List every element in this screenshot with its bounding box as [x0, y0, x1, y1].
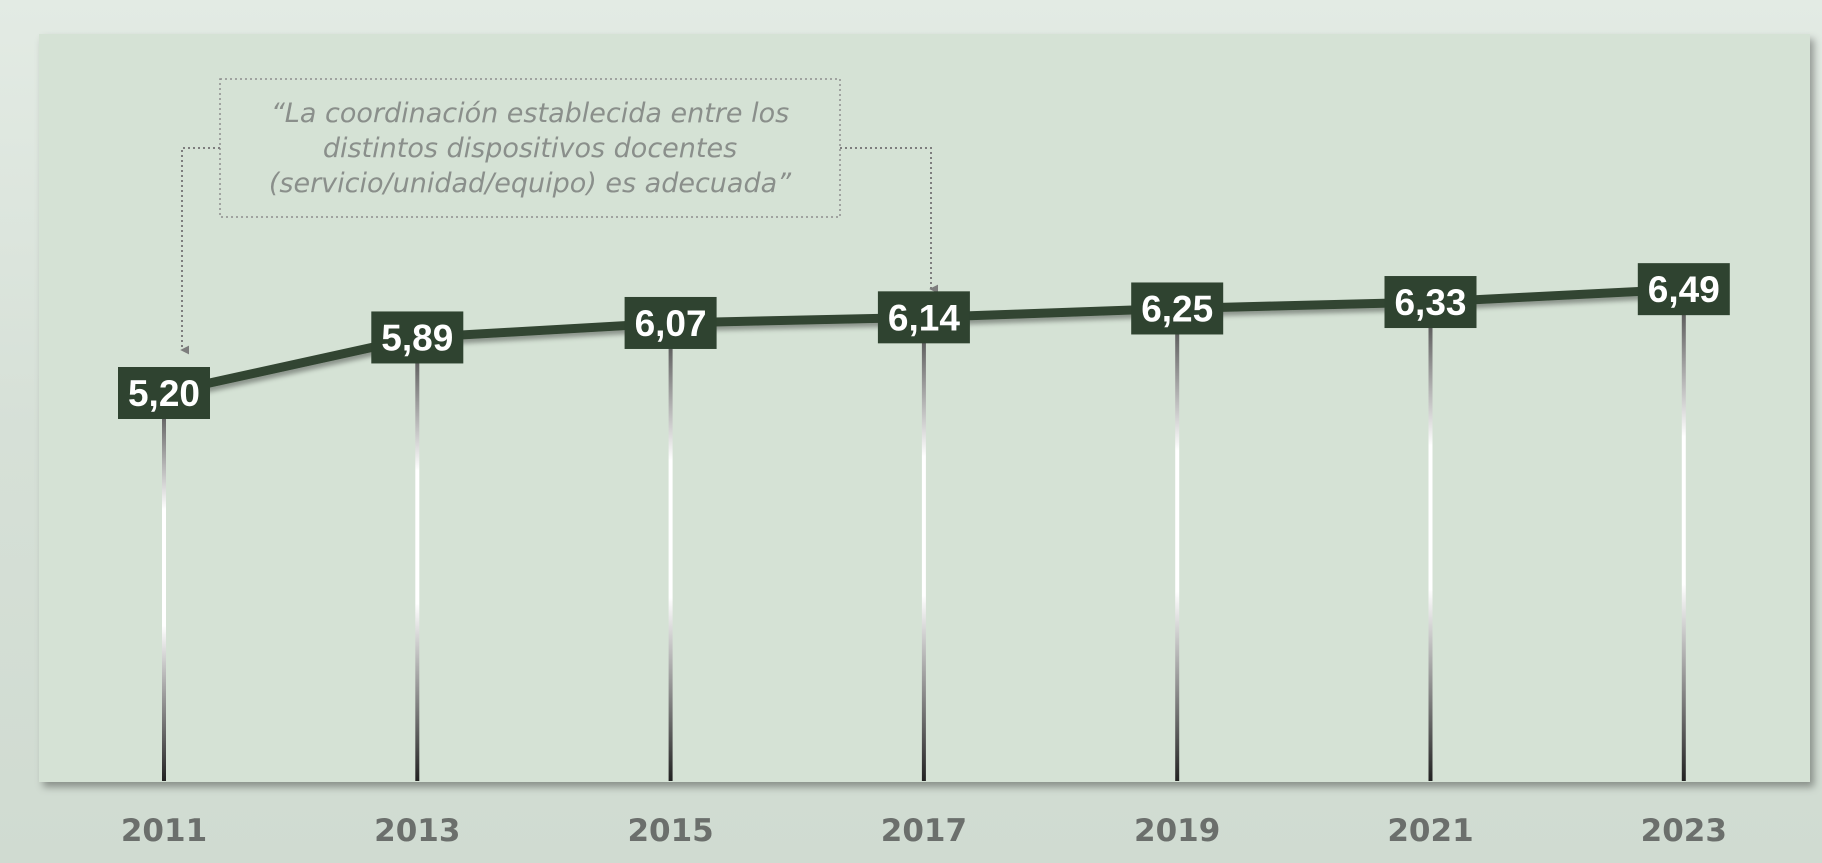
callout-line-3: (servicio/unidad/equipo) es adecuada” — [269, 168, 792, 199]
drop-line-2023 — [1681, 289, 1686, 781]
value-labels: 5,20 5,89 6,07 6,14 6,25 6,33 6,49 — [118, 263, 1730, 419]
drop-line-2019 — [1175, 308, 1180, 781]
data-label-box — [118, 367, 210, 419]
drop-line-2021 — [1428, 302, 1433, 781]
data-label-box — [1384, 276, 1477, 329]
drop-line-2011 — [162, 393, 166, 781]
data-label: 6,33 — [1394, 282, 1466, 323]
data-label: 5,20 — [128, 373, 200, 414]
data-point-2017: 6,14 — [877, 291, 970, 344]
data-label: 6,14 — [888, 297, 960, 338]
data-label: 6,07 — [635, 303, 707, 344]
data-label-box — [624, 296, 717, 349]
data-point-2023: 6,49 — [1637, 263, 1730, 316]
callout-line-2: distintos dispositivos docentes — [323, 133, 737, 164]
x-axis-labels: 2011 2013 2015 2017 2019 2021 2023 — [121, 813, 1727, 849]
drop-line-2015 — [668, 322, 673, 781]
data-point-2019: 6,25 — [1131, 282, 1224, 335]
data-label-box — [1637, 263, 1730, 316]
data-label-box — [877, 291, 970, 344]
data-point-2013: 5,89 — [371, 311, 464, 364]
data-label: 5,89 — [381, 317, 453, 358]
data-point-2015: 6,07 — [624, 296, 717, 349]
x-tick-label-2015: 2015 — [627, 813, 713, 849]
callout-line-1: “La coordinación establecida entre los — [271, 98, 789, 129]
data-label: 6,25 — [1141, 288, 1213, 329]
x-tick-label-2021: 2021 — [1387, 813, 1473, 849]
data-label-box — [371, 311, 464, 364]
data-point-2021: 6,33 — [1384, 276, 1477, 329]
x-tick-label-2011: 2011 — [121, 813, 207, 849]
drop-line-2013 — [415, 337, 420, 781]
callout: “La coordinación establecida entre los d… — [180, 78, 939, 355]
drop-line-2017 — [921, 317, 926, 781]
callout-arrow-right — [840, 147, 939, 294]
x-tick-label-2017: 2017 — [881, 813, 967, 849]
x-tick-label-2013: 2013 — [374, 813, 460, 849]
x-tick-label-2019: 2019 — [1134, 813, 1220, 849]
data-label: 6,49 — [1648, 269, 1720, 310]
data-point-2011: 5,20 — [118, 367, 210, 419]
x-tick-label-2023: 2023 — [1641, 813, 1727, 849]
data-label-box — [1131, 282, 1224, 335]
drop-lines — [162, 289, 1686, 781]
